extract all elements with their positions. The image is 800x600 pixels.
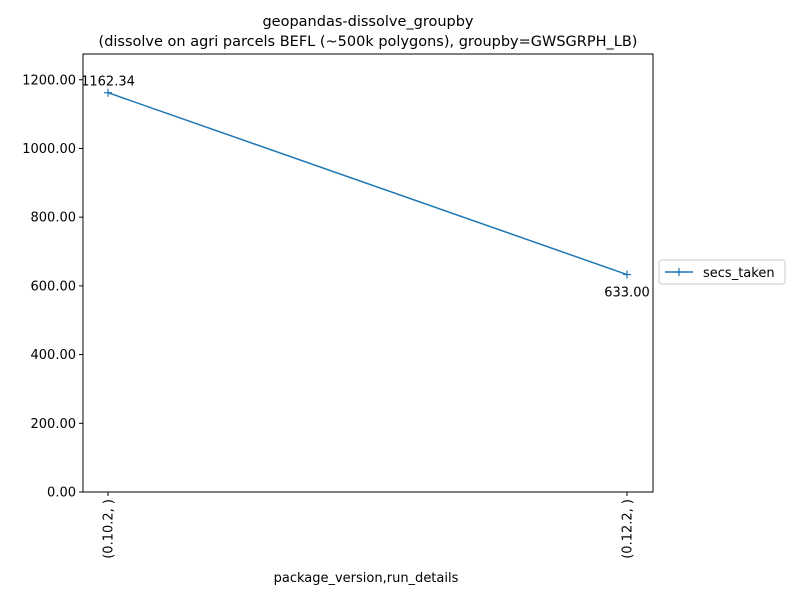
y-tick-label: 600.00 bbox=[31, 279, 77, 294]
legend: secs_taken bbox=[658, 259, 786, 285]
legend-plus-icon bbox=[675, 268, 683, 276]
data-point bbox=[104, 88, 112, 97]
y-tick-label: 400.00 bbox=[31, 348, 77, 363]
x-tick-label: (0.10.2, ) bbox=[102, 499, 117, 559]
data-label: 1162.34 bbox=[81, 75, 135, 90]
y-tick-label: 800.00 bbox=[31, 211, 77, 226]
data-point bbox=[623, 270, 631, 279]
data-label: 633.00 bbox=[604, 286, 650, 301]
legend-box bbox=[658, 259, 786, 285]
legend-label-secs-taken: secs_taken bbox=[703, 266, 775, 281]
y-tick-label: 1200.00 bbox=[22, 73, 76, 88]
y-axis: 0.00 200.00 400.00 600.00 800.00 1000.00 1200.… bbox=[22, 73, 83, 501]
y-tick-label: 1000.00 bbox=[22, 142, 76, 157]
series-line-secs_taken bbox=[107, 91, 628, 276]
chart-title: geopandas-dissolve_groupby bbox=[262, 14, 473, 30]
x-tick-label: (0.12.2, ) bbox=[621, 499, 636, 559]
x-axis: (0.10.2, ) (0.12.2, ) bbox=[102, 492, 636, 559]
y-tick-label: 0.00 bbox=[47, 486, 76, 501]
plot-frame bbox=[82, 53, 654, 493]
chart-subtitle: (dissolve on agri parcels BEFL (~500k po… bbox=[99, 34, 638, 50]
x-axis-label: package_version,run_details bbox=[274, 571, 459, 586]
plot-area: 1162.34 633.00 bbox=[81, 75, 650, 301]
y-tick-label: 200.00 bbox=[31, 417, 77, 432]
